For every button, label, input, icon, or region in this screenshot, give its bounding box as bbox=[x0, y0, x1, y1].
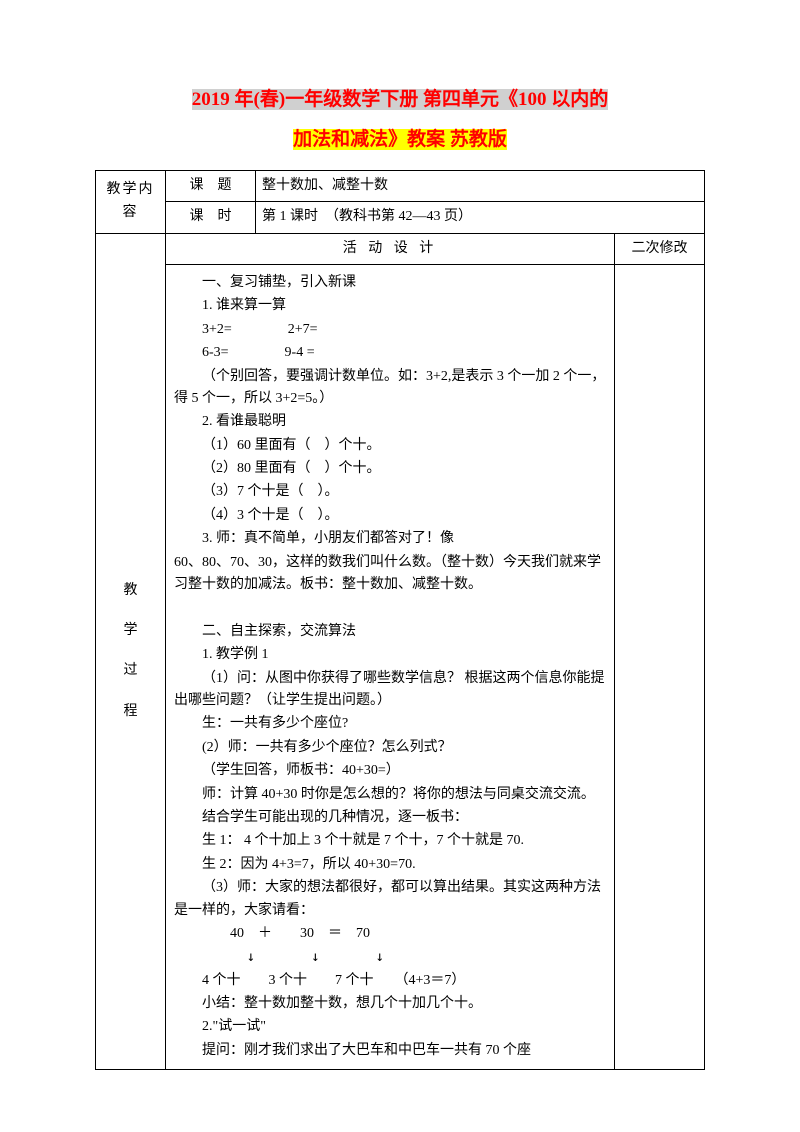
header-row-2: 课 时 第 1 课时 （教科书第 42—43 页） bbox=[96, 202, 705, 233]
period-label: 课 时 bbox=[166, 202, 256, 233]
title-line-1: 2019 年(春)一年级数学下册 第四单元《100 以内的 bbox=[192, 89, 608, 110]
header-row-1: 教学内容 课 题 整十数加、减整十数 bbox=[96, 170, 705, 201]
activity-content: 一、复习铺垫，引入新课 1. 谁来算一算 3+2= 2+7= 6-3= 9-4 … bbox=[166, 264, 615, 1069]
activity-design-header: 活 动 设 计 bbox=[166, 233, 615, 264]
topic-label: 课 题 bbox=[166, 170, 256, 201]
teaching-content-label: 教学内容 bbox=[96, 170, 166, 233]
topic-value: 整十数加、减整十数 bbox=[256, 170, 705, 201]
content-row: 一、复习铺垫，引入新课 1. 谁来算一算 3+2= 2+7= 6-3= 9-4 … bbox=[96, 264, 705, 1069]
process-label: 教 学 过 程 bbox=[102, 580, 159, 724]
title-line-2: 加法和减法》教案 苏教版 bbox=[293, 129, 507, 150]
revision-content bbox=[615, 264, 705, 1069]
document-title: 2019 年(春)一年级数学下册 第四单元《100 以内的 加法和减法》教案 苏… bbox=[95, 85, 705, 156]
second-revision-header: 二次修改 bbox=[615, 233, 705, 264]
lesson-plan-table: 教学内容 课 题 整十数加、减整十数 课 时 第 1 课时 （教科书第 42—4… bbox=[95, 170, 705, 1070]
section-header-row: 教 学 过 程 活 动 设 计 二次修改 bbox=[96, 233, 705, 264]
period-value: 第 1 课时 （教科书第 42—43 页） bbox=[256, 202, 705, 233]
